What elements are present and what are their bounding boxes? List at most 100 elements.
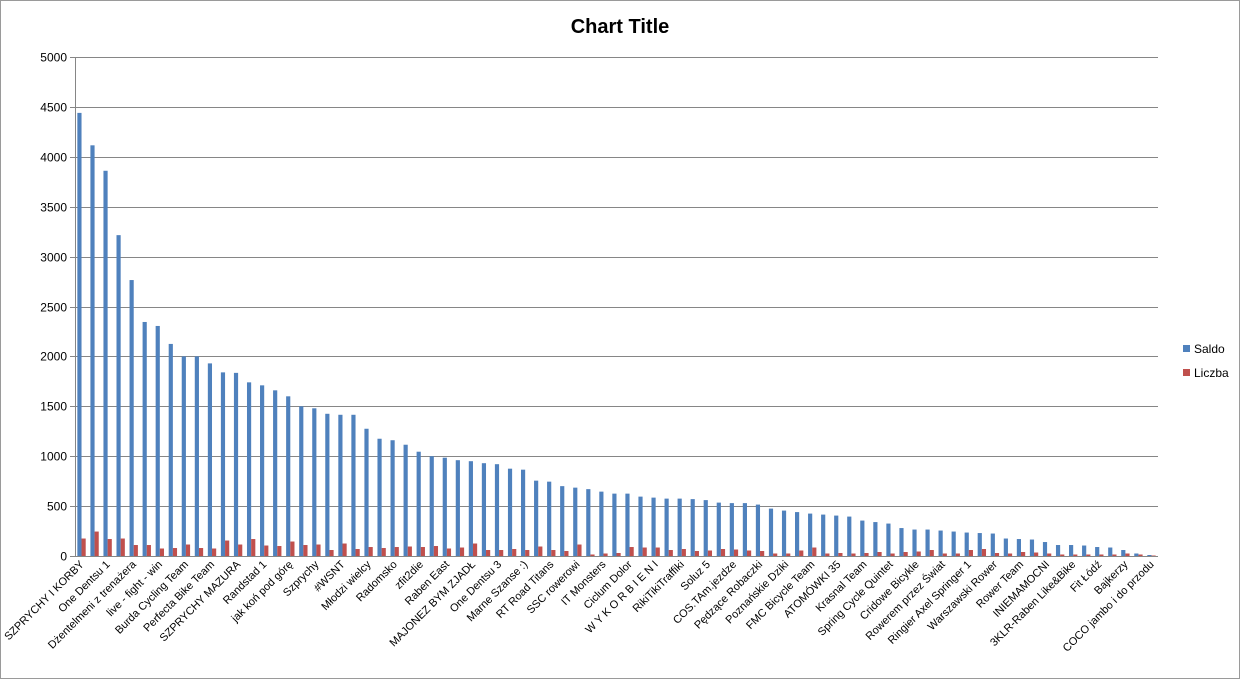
bar-liczba: [420, 547, 425, 556]
bar-liczba: [198, 548, 204, 556]
bar-saldo: [677, 498, 682, 556]
bar-liczba: [590, 554, 595, 556]
bar-liczba: [94, 531, 99, 556]
bar-saldo: [729, 503, 734, 556]
bar-saldo: [468, 461, 473, 556]
bar-saldo: [116, 235, 121, 556]
bar-saldo: [77, 112, 82, 556]
bar-saldo: [90, 145, 95, 556]
bar-saldo: [390, 440, 395, 556]
y-tick-label: 2500: [40, 301, 67, 315]
bars: [77, 112, 1156, 557]
bar-liczba: [525, 550, 530, 556]
bar-liczba: [864, 553, 869, 556]
y-tick-label: 3500: [40, 201, 67, 215]
y-tick-label: 5000: [40, 51, 67, 65]
bar-liczba: [994, 553, 1000, 556]
bar-saldo: [599, 491, 604, 556]
bar-liczba: [499, 550, 504, 556]
bar-liczba: [1112, 554, 1117, 556]
bar-saldo: [442, 457, 447, 556]
bar-saldo: [312, 408, 317, 556]
bar-liczba: [329, 550, 334, 556]
bar-liczba: [290, 541, 295, 556]
bar-saldo: [286, 396, 291, 556]
bar-liczba: [694, 551, 699, 556]
bar-liczba: [264, 545, 269, 556]
bar-saldo: [886, 523, 891, 556]
axes: [70, 57, 1158, 557]
bar-saldo: [1069, 545, 1074, 556]
bar-saldo: [207, 363, 213, 556]
bar-saldo: [233, 372, 239, 556]
bar-saldo: [664, 498, 669, 556]
bar-saldo: [781, 510, 787, 556]
y-tick-label: 1500: [40, 400, 67, 414]
bar-saldo: [1121, 550, 1126, 556]
bar-saldo: [325, 413, 330, 556]
bar-saldo: [860, 520, 865, 556]
bar-liczba: [1034, 552, 1039, 556]
bar-saldo: [534, 480, 539, 556]
bar-liczba: [251, 539, 256, 556]
bar-liczba: [981, 549, 987, 556]
bar-liczba: [133, 545, 138, 556]
bar-saldo: [181, 356, 186, 556]
bar-liczba: [486, 550, 491, 556]
bar-saldo: [951, 531, 956, 556]
bar-liczba: [733, 549, 739, 556]
bar-liczba: [146, 545, 151, 556]
bar-liczba: [1099, 554, 1104, 556]
bar-saldo: [547, 481, 552, 556]
bar-liczba: [303, 545, 308, 556]
bar-saldo: [351, 414, 356, 556]
bar-saldo: [990, 533, 995, 556]
y-tick-label: 4500: [40, 101, 67, 115]
bar-liczba: [916, 551, 921, 556]
bar-saldo: [560, 486, 565, 556]
bar-saldo: [273, 390, 278, 556]
bar-saldo: [377, 438, 382, 556]
bar-liczba: [368, 547, 373, 556]
bar-saldo: [1147, 555, 1152, 556]
bar-saldo: [246, 382, 252, 556]
bar-saldo: [429, 456, 434, 556]
bar-saldo: [1003, 538, 1008, 556]
bar-liczba: [433, 546, 439, 556]
bar-saldo: [873, 522, 878, 556]
bar-liczba: [942, 553, 947, 556]
bar-liczba: [1138, 554, 1143, 556]
bar-liczba: [707, 550, 713, 556]
bar-saldo: [612, 493, 617, 557]
bar-saldo: [155, 325, 160, 556]
bar-liczba: [459, 547, 465, 556]
bar-liczba: [1007, 553, 1013, 556]
bar-liczba: [172, 548, 178, 556]
bar-saldo: [481, 463, 487, 556]
bar-liczba: [472, 543, 478, 556]
bar-liczba: [446, 548, 452, 556]
bar-saldo: [638, 496, 643, 556]
bar-liczba: [877, 552, 882, 556]
bar-liczba: [812, 547, 817, 556]
bar-liczba: [81, 538, 86, 556]
bar-saldo: [795, 512, 800, 556]
bar-saldo: [168, 343, 173, 556]
bar-saldo: [690, 499, 695, 556]
bar-saldo: [1029, 539, 1035, 556]
bar-liczba: [1060, 554, 1065, 556]
bar-liczba: [629, 547, 634, 556]
bar-liczba: [1086, 554, 1091, 556]
bar-saldo: [403, 444, 408, 556]
bar-liczba: [681, 549, 686, 556]
bar-saldo: [586, 489, 591, 556]
bar-saldo: [338, 414, 343, 556]
bar-saldo: [103, 170, 108, 556]
bar-saldo: [1042, 542, 1048, 556]
bar-liczba: [929, 550, 934, 556]
bar-liczba: [225, 540, 230, 556]
bar-liczba: [277, 546, 282, 556]
bar-liczba: [381, 548, 386, 556]
